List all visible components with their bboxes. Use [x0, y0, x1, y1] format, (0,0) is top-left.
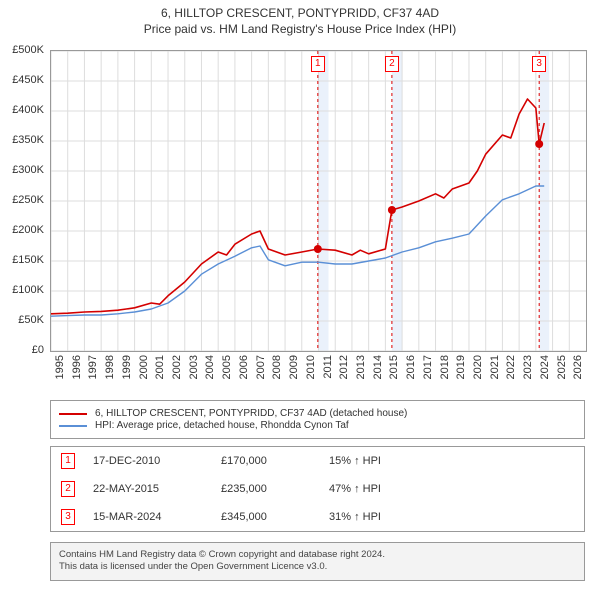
x-tick-label: 2005 — [221, 355, 233, 379]
sale-marker-icon: 3 — [61, 509, 75, 525]
x-tick-label: 2008 — [271, 355, 283, 379]
y-tick-label: £0 — [32, 344, 44, 356]
x-tick-label: 2026 — [572, 355, 584, 379]
x-tick-label: 2010 — [305, 355, 317, 379]
legend-label: HPI: Average price, detached house, Rhon… — [95, 420, 349, 431]
x-tick-label: 2019 — [455, 355, 467, 379]
x-tick-label: 2017 — [422, 355, 434, 379]
x-tick-label: 1997 — [87, 355, 99, 379]
table-row: 3 15-MAR-2024 £345,000 31% ↑ HPI — [51, 503, 584, 531]
legend-row-property: 6, HILLTOP CRESCENT, PONTYPRIDD, CF37 4A… — [59, 408, 576, 419]
table-row: 1 17-DEC-2010 £170,000 15% ↑ HPI — [51, 447, 584, 475]
page-title: 6, HILLTOP CRESCENT, PONTYPRIDD, CF37 4A… — [0, 0, 600, 20]
y-tick-label: £300K — [12, 164, 44, 176]
x-tick-label: 2002 — [171, 355, 183, 379]
x-tick-label: 2001 — [154, 355, 166, 379]
y-tick-label: £50K — [18, 314, 44, 326]
x-tick-label: 2018 — [439, 355, 451, 379]
x-tick-label: 2007 — [255, 355, 267, 379]
x-tick-label: 2009 — [288, 355, 300, 379]
y-tick-label: £450K — [12, 74, 44, 86]
x-tick-label: 2000 — [138, 355, 150, 379]
sale-price: £170,000 — [221, 455, 311, 467]
x-tick-label: 2014 — [372, 355, 384, 379]
sale-marker-icon: 2 — [385, 56, 399, 72]
sale-note: 47% ↑ HPI — [329, 483, 574, 495]
sales-table: 1 17-DEC-2010 £170,000 15% ↑ HPI 2 22-MA… — [50, 446, 585, 532]
y-tick-label: £350K — [12, 134, 44, 146]
legend-swatch — [59, 425, 87, 427]
footer-line: Contains HM Land Registry data © Crown c… — [59, 549, 576, 561]
legend: 6, HILLTOP CRESCENT, PONTYPRIDD, CF37 4A… — [50, 400, 585, 439]
y-tick-label: £200K — [12, 224, 44, 236]
x-tick-label: 2024 — [539, 355, 551, 379]
footer-attribution: Contains HM Land Registry data © Crown c… — [50, 542, 585, 581]
x-tick-label: 1995 — [54, 355, 66, 379]
x-tick-label: 2011 — [322, 355, 334, 379]
x-tick-label: 2015 — [388, 355, 400, 379]
x-tick-label: 2021 — [489, 355, 501, 379]
sale-date: 17-DEC-2010 — [93, 455, 203, 467]
y-tick-label: £500K — [12, 44, 44, 56]
x-tick-label: 2023 — [522, 355, 534, 379]
chart-container: 6, HILLTOP CRESCENT, PONTYPRIDD, CF37 4A… — [0, 0, 600, 590]
x-tick-label: 2004 — [204, 355, 216, 379]
y-tick-label: £100K — [12, 284, 44, 296]
legend-swatch — [59, 413, 87, 415]
sale-marker-icon: 1 — [311, 56, 325, 72]
x-tick-label: 1996 — [71, 355, 83, 379]
sale-price: £235,000 — [221, 483, 311, 495]
x-tick-label: 2006 — [238, 355, 250, 379]
y-tick-label: £150K — [12, 254, 44, 266]
chart-svg — [51, 51, 586, 351]
legend-label: 6, HILLTOP CRESCENT, PONTYPRIDD, CF37 4A… — [95, 408, 407, 419]
y-tick-label: £400K — [12, 104, 44, 116]
table-row: 2 22-MAY-2015 £235,000 47% ↑ HPI — [51, 475, 584, 503]
x-tick-label: 2016 — [405, 355, 417, 379]
legend-row-hpi: HPI: Average price, detached house, Rhon… — [59, 420, 576, 431]
price-chart — [50, 50, 587, 352]
x-tick-label: 1999 — [121, 355, 133, 379]
x-tick-label: 2003 — [188, 355, 200, 379]
sale-note: 31% ↑ HPI — [329, 511, 574, 523]
x-tick-label: 2013 — [355, 355, 367, 379]
sale-marker-icon: 2 — [61, 481, 75, 497]
page-subtitle: Price paid vs. HM Land Registry's House … — [0, 20, 600, 36]
x-tick-label: 1998 — [104, 355, 116, 379]
x-tick-label: 2022 — [505, 355, 517, 379]
y-tick-label: £250K — [12, 194, 44, 206]
sale-date: 22-MAY-2015 — [93, 483, 203, 495]
sale-marker-icon: 1 — [61, 453, 75, 469]
x-tick-label: 2012 — [338, 355, 350, 379]
x-tick-label: 2025 — [556, 355, 568, 379]
sale-note: 15% ↑ HPI — [329, 455, 574, 467]
sale-marker-icon: 3 — [532, 56, 546, 72]
sale-date: 15-MAR-2024 — [93, 511, 203, 523]
x-tick-label: 2020 — [472, 355, 484, 379]
sale-price: £345,000 — [221, 511, 311, 523]
footer-line: This data is licensed under the Open Gov… — [59, 561, 576, 573]
